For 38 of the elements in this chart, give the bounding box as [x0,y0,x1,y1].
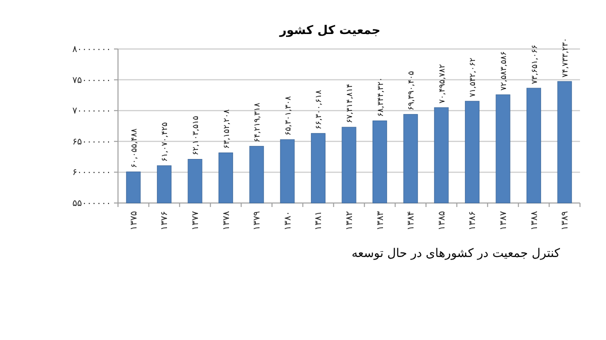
x-tick-label: ۱۳۸۲ [345,210,355,230]
data-label: ۶۲,۱۰۳,۵۱۵ [191,116,200,156]
x-tick-label: ۱۳۷۷ [191,210,201,230]
y-tick-label: ۸۰۰۰۰۰۰۰ [72,45,111,55]
y-tick-label: ۶۵۰۰۰۰۰۰ [72,137,111,148]
x-tick-label: ۱۳۸۸ [530,210,540,230]
x-tick-label: ۱۳۷۵ [129,210,140,230]
x-tick-label: ۱۳۷۹ [252,210,263,230]
x-tick-label: ۱۳۸۰ [283,211,294,230]
data-label: ۷۴,۷۳۳,۲۳۰ [560,38,570,78]
x-tick-label: ۱۳۸۹ [560,210,571,230]
y-tick-label: ۶۰۰۰۰۰۰۰ [72,168,111,178]
x-tick-label: ۱۳۸۷ [499,210,509,230]
data-label: ۶۷,۳۱۴,۸۱۴ [345,84,354,124]
x-tick-label: ۱۳۸۶ [468,210,478,230]
chart-title: جمعیت کل کشور [278,23,380,37]
data-label: ۷۱,۵۳۲,۰۶۲ [468,58,478,98]
data-label: ۶۹,۳۹۰,۴۰۵ [406,70,416,110]
data-label: ۶۴,۲۱۹,۳۱۸ [252,102,262,142]
x-tick-label: ۱۳۸۵ [437,210,448,230]
x-tick-label: ۱۳۷۸ [222,210,232,230]
text: کنترل جمعیت در کشورهای در حال توسعه [352,246,560,260]
x-tick-label: ۱۳۷۶ [160,210,170,230]
x-tick-label: ۱۳۸۱ [314,211,324,230]
y-tick-label: ۷۵۰۰۰۰۰۰ [72,76,111,86]
data-label: ۶۶,۳۰۰,۶۱۸ [314,89,324,130]
x-tick-label: ۱۳۸۴ [406,210,417,230]
y-tick-label: ۷۰۰۰۰۰۰۰ [72,106,111,117]
data-label: ۶۸,۳۴۴,۳۲۰ [376,77,385,117]
data-label: ۶۵,۳۰۱,۳۰۸ [283,95,292,136]
x-tick-label: ۱۳۸۳ [376,210,386,230]
data-label: ۷۳,۶۵۱,۰۶۶ [530,44,539,84]
data-label: ۶۰,۰۵۵,۴۸۸ [129,128,138,168]
data-label: ۶۱,۰۷۰,۴۲۵ [160,122,170,162]
y-tick-label: ۵۵۰۰۰۰۰۰ [72,199,111,209]
data-label: ۷۲,۵۸۳,۵۸۶ [499,51,508,91]
data-label: ۷۰,۴۹۵,۷۸۲ [437,64,446,104]
data-label: ۶۳,۱۵۲,۲۰۸ [222,108,231,149]
